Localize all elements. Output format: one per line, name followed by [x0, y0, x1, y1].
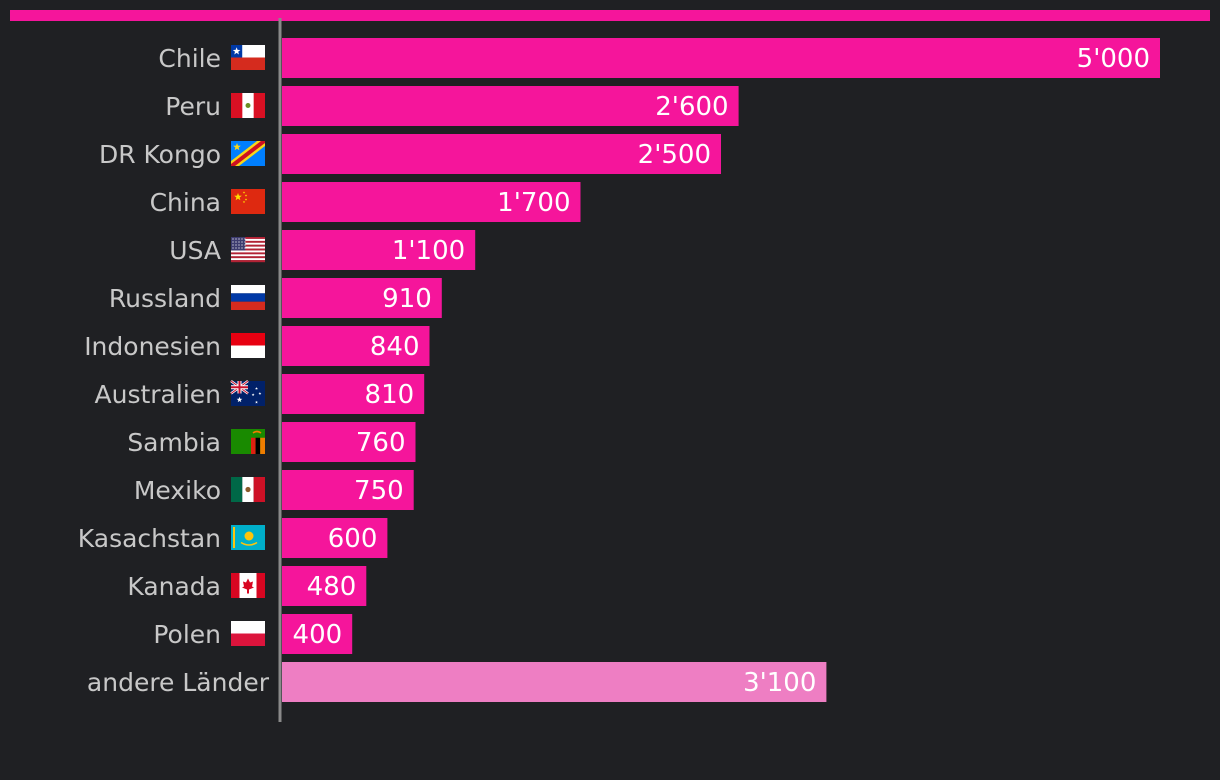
- value-label-china: 1'700: [497, 188, 570, 218]
- flag-peru-icon: [231, 93, 265, 118]
- value-label-kanada: 480: [307, 572, 357, 602]
- value-label-polen: 400: [293, 620, 343, 650]
- bar-dr-kongo: [282, 134, 721, 174]
- category-label-sambia: Sambia: [127, 428, 221, 457]
- value-label-chile: 5'000: [1077, 44, 1150, 74]
- value-label-andere-länder: 3'100: [743, 668, 816, 698]
- flag-chile-icon: [231, 45, 265, 70]
- category-label-china: China: [150, 188, 221, 217]
- bar-russland: [282, 278, 442, 318]
- category-label-australien: Australien: [95, 380, 222, 409]
- bar-mexiko: [282, 470, 414, 510]
- bar-kasachstan: [282, 518, 388, 558]
- top-accent-bar: [10, 10, 1210, 21]
- bar-china: [282, 182, 581, 222]
- flag-dr-kongo-icon: [231, 141, 265, 166]
- category-label-russland: Russland: [109, 284, 221, 313]
- bar-usa: [282, 230, 476, 270]
- flag-indonesien-icon: [231, 333, 265, 358]
- bar-indonesien: [282, 326, 430, 366]
- category-label-kanada: Kanada: [127, 572, 221, 601]
- category-label-usa: USA: [169, 236, 221, 265]
- bar-kanada: [282, 566, 367, 606]
- category-label-polen: Polen: [153, 620, 221, 649]
- bars-group: 5'000 Chile 2'600 Peru 2'500 DR Kongo 1'700 Chi…: [78, 38, 1160, 702]
- category-label-peru: Peru: [165, 92, 221, 121]
- bar-peru: [282, 86, 739, 126]
- flag-sambia-icon: [231, 429, 265, 454]
- flag-australien-icon: [230, 379, 265, 406]
- category-label-andere-länder: andere Länder: [87, 668, 270, 697]
- bar-polen: [282, 614, 353, 654]
- flag-kanada-icon: [231, 573, 265, 598]
- value-label-mexiko: 750: [354, 476, 404, 506]
- value-label-kasachstan: 600: [328, 524, 378, 554]
- value-label-indonesien: 840: [370, 332, 420, 362]
- bar-andere-länder: [282, 662, 827, 702]
- flag-polen-icon: [231, 621, 265, 646]
- bar-sambia: [282, 422, 416, 462]
- value-label-sambia: 760: [356, 428, 406, 458]
- category-label-kasachstan: Kasachstan: [78, 524, 221, 553]
- value-label-australien: 810: [365, 380, 415, 410]
- category-label-chile: Chile: [158, 44, 221, 73]
- value-label-dr-kongo: 2'500: [638, 140, 711, 170]
- bar-chile: [282, 38, 1160, 78]
- category-label-mexiko: Mexiko: [134, 476, 221, 505]
- category-label-dr-kongo: DR Kongo: [99, 140, 221, 169]
- category-label-indonesien: Indonesien: [84, 332, 221, 361]
- bar-australien: [282, 374, 425, 414]
- flag-china-icon: [231, 189, 265, 214]
- flag-mexiko-icon: [231, 477, 265, 502]
- flag-kasachstan-icon: [231, 525, 265, 550]
- value-label-usa: 1'100: [392, 236, 465, 266]
- flag-russland-icon: [231, 285, 265, 310]
- flag-usa-icon: [231, 237, 265, 263]
- value-label-peru: 2'600: [655, 92, 728, 122]
- value-label-russland: 910: [382, 284, 432, 314]
